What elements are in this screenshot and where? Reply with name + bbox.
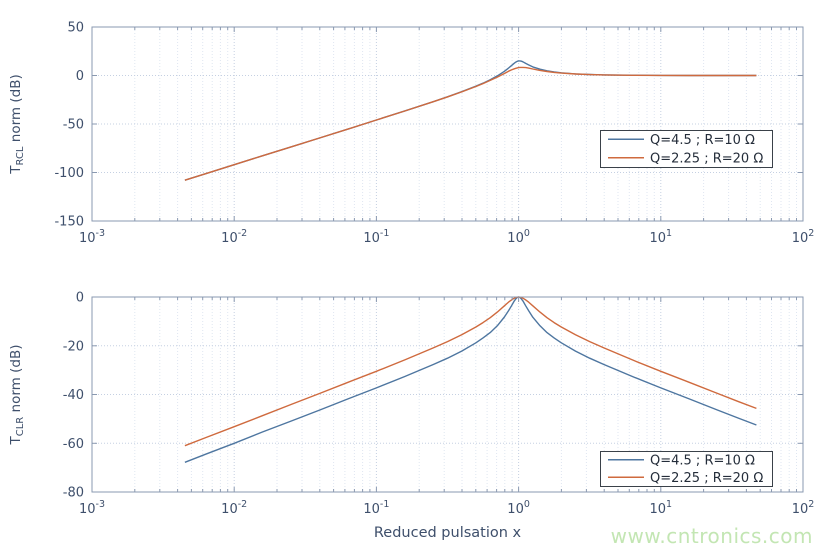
svg-text:10-1: 10-1 <box>363 228 389 246</box>
svg-text:-80: -80 <box>63 486 84 501</box>
svg-text:101: 101 <box>650 499 673 517</box>
x-minor-grid <box>134 27 797 221</box>
watermark: www.cntronics.com <box>610 524 813 548</box>
svg-text:-60: -60 <box>63 437 84 452</box>
y-tick-labels: 50 0 -50 -100 -150 <box>54 21 84 230</box>
svg-text:-50: -50 <box>63 118 84 133</box>
clr-series-line-1 <box>184 296 757 447</box>
x-tick-labels: 10-3 10-2 10-1 100 101 102 <box>79 499 814 517</box>
svg-text:102: 102 <box>792 228 815 246</box>
legend-entry-label: Q=4.5 ; R=10 Ω <box>650 453 755 468</box>
legend-entry-label: Q=2.25 ; R=20 Ω <box>650 471 763 486</box>
svg-text:100: 100 <box>507 228 530 246</box>
rcl-series-line-1 <box>184 66 757 181</box>
svg-text:10-3: 10-3 <box>79 228 105 246</box>
svg-text:-40: -40 <box>63 388 84 403</box>
svg-text:50: 50 <box>67 21 84 36</box>
legend-entry-label: Q=4.5 ; R=10 Ω <box>650 133 755 148</box>
svg-text:101: 101 <box>650 228 673 246</box>
axes-box <box>91 26 804 222</box>
svg-text:10-2: 10-2 <box>221 228 247 246</box>
legend-entry-label: Q=2.25 ; R=20 Ω <box>650 151 763 166</box>
x-tick-labels: 10-3 10-2 10-1 100 101 102 <box>79 228 814 246</box>
svg-text:0: 0 <box>76 291 84 306</box>
rcl-legend: Q=4.5 ; R=10 Ω Q=2.25 ; R=20 Ω <box>600 130 773 168</box>
y-tick-labels: 0 -20 -40 -60 -80 <box>63 291 84 501</box>
axis-ticks <box>91 296 804 493</box>
clr-legend: Q=4.5 ; R=10 Ω Q=2.25 ; R=20 Ω <box>600 451 773 487</box>
y-axis-label: TCLR norm (dB) <box>8 345 26 446</box>
svg-text:-20: -20 <box>63 339 84 354</box>
x-axis-label: Reduced pulsation x <box>374 525 522 541</box>
svg-text:10-2: 10-2 <box>221 499 247 517</box>
axis-ticks <box>91 26 804 222</box>
clr-series-line-0 <box>184 296 757 463</box>
svg-text:-150: -150 <box>54 215 84 230</box>
x-major-grid <box>91 27 804 221</box>
svg-text:102: 102 <box>792 499 815 517</box>
y-axis-label: TRCL norm (dB) <box>8 74 26 175</box>
svg-text:0: 0 <box>76 69 84 84</box>
legend-box <box>600 451 773 487</box>
legend-box <box>600 130 773 168</box>
svg-text:10-1: 10-1 <box>363 499 389 517</box>
svg-text:-100: -100 <box>54 166 84 181</box>
y-major-grid <box>92 26 803 222</box>
svg-text:100: 100 <box>507 499 530 517</box>
svg-text:10-3: 10-3 <box>79 499 105 517</box>
